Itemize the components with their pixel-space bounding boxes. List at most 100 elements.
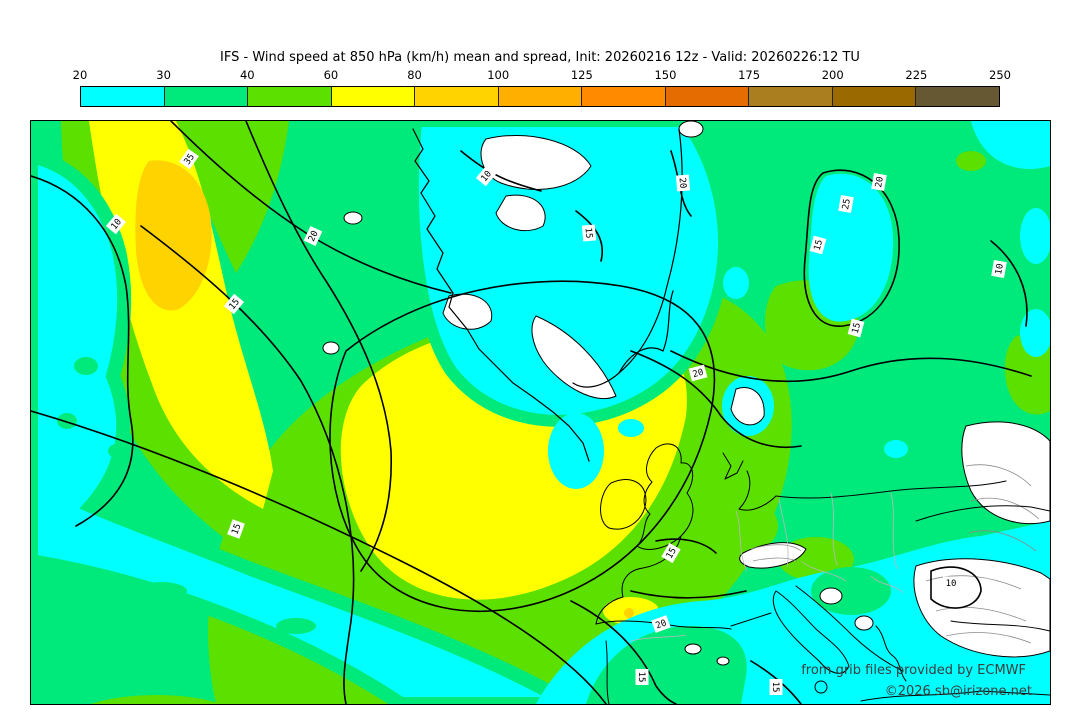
attribution-ecmwf: from grib files provided by ECMWF	[801, 663, 1026, 678]
svg-text:15: 15	[770, 682, 780, 693]
colorbar-tick-label: 250	[989, 68, 1011, 82]
colorbar-tick-labels: 20 30 40 60 80 100 125 150 175 200 225 250	[73, 68, 1011, 84]
country-borders	[630, 492, 904, 642]
fill-emerald-patch	[276, 618, 316, 634]
colorbar-tick-label: 150	[654, 68, 677, 82]
svg-text:25: 25	[841, 198, 853, 210]
contour-label-20: 20	[651, 615, 671, 633]
contour-label-15: 15	[769, 679, 783, 695]
colorbar-tick-label: 175	[738, 68, 761, 82]
contour-label-20: 20	[871, 172, 887, 192]
contour-label-15: 15	[809, 235, 827, 255]
page-title: IFS - Wind speed at 850 hPa (km/h) mean …	[220, 50, 860, 65]
colorbar-segment-60-80	[331, 87, 416, 106]
fill-white-alps	[739, 542, 807, 569]
fill-emerald-patch	[57, 413, 77, 429]
fill-cyan-patch	[884, 440, 908, 458]
fill-white-snorway	[730, 387, 765, 426]
contour-label-10: 10	[475, 165, 497, 187]
colorbar-tick-label: 100	[487, 68, 510, 82]
fill-cyan-finland	[808, 173, 894, 322]
contour-label-20: 20	[303, 226, 323, 246]
fill-white-patch	[322, 341, 340, 355]
fill-lime-top-wedge	[174, 121, 289, 273]
colorbar-segment-200-225	[832, 87, 917, 106]
colorbar-tick-label: 80	[407, 68, 422, 82]
weather-map: 10 15 35 20 15 10 15 20 20 25 15 10 15 20 20 15 15 10 15 f…	[30, 120, 1051, 705]
fill-lime-bottom-sliver	[91, 694, 221, 704]
colorbar-segment-30-40	[164, 87, 249, 106]
colorbar-tick-label: 30	[156, 68, 171, 82]
svg-text:10: 10	[994, 263, 1006, 275]
colorbar-tick-label: 20	[72, 68, 88, 82]
fill-emerald-patch	[74, 357, 98, 375]
fill-lime-patch	[956, 151, 986, 171]
fill-emerald-iberia	[586, 626, 747, 704]
svg-text:20: 20	[677, 177, 688, 189]
colorbar-segment-40-60	[248, 87, 332, 106]
contour-label-15: 15	[227, 519, 245, 539]
svg-text:15: 15	[583, 227, 594, 239]
svg-text:15: 15	[665, 546, 679, 560]
contour-label-15: 15	[661, 542, 681, 564]
contour-label-25: 25	[838, 194, 854, 214]
fill-yellow-nw-band	[89, 121, 273, 509]
fill-white-scand-mtn	[442, 293, 493, 330]
fill-white-scand-mtn	[531, 315, 617, 400]
contour-label-10: 10	[991, 259, 1007, 279]
colorbar-segment-100-125	[498, 87, 583, 106]
svg-text:15: 15	[851, 322, 863, 335]
fill-golden-patch	[624, 608, 634, 618]
svg-text:20: 20	[692, 368, 705, 380]
contour-label-10: 10	[105, 213, 127, 235]
contour-label-15: 15	[581, 224, 597, 242]
svg-text:10: 10	[946, 579, 957, 589]
svg-text:15: 15	[636, 672, 646, 683]
fill-white-patch	[819, 587, 843, 605]
contour-label-10: 10	[943, 576, 959, 590]
svg-text:20: 20	[874, 176, 886, 188]
colorbar-tick-label: 125	[570, 68, 593, 82]
contour-label-35: 35	[179, 148, 199, 170]
terrain-contours	[750, 464, 1040, 644]
fill-cyan-patch	[618, 419, 644, 437]
fill-golden-core	[135, 160, 212, 311]
colorbar-bar	[80, 86, 1000, 107]
colorbar-tick-label: 200	[821, 68, 844, 82]
svg-text:15: 15	[813, 239, 825, 252]
colorbar-segment-225-250	[916, 87, 1000, 106]
fill-cyan-baltic	[548, 413, 604, 489]
colorbar: 20 30 40 60 80 100 125 150 175 200 225 250	[73, 68, 1011, 108]
attribution-copyright: ©2026 sb@irizone.net	[884, 684, 1032, 699]
colorbar-segment-125-150	[582, 87, 666, 106]
svg-text:15: 15	[230, 523, 243, 537]
fill-cyan-patch	[723, 267, 749, 299]
contour-label-15: 15	[847, 318, 865, 338]
fill-white-patch	[716, 656, 730, 666]
contour-label-group: 10 15 35 20 15 10 15 20 20 25 15 10 15 20 20 15 15 10 15	[105, 148, 1007, 695]
contour-label-20: 20	[675, 174, 691, 192]
colorbar-segment-175-200	[749, 87, 833, 106]
fill-lime-patch	[694, 496, 778, 556]
contour-label-15: 15	[635, 669, 649, 685]
svg-text:20: 20	[307, 229, 321, 243]
fill-white-patch	[854, 615, 874, 631]
fill-white-patch	[684, 643, 702, 655]
fill-white-patch	[343, 211, 363, 225]
contour-label-15: 15	[223, 293, 245, 315]
wind-speed-contour-map: 10 15 35 20 15 10 15 20 20 25 15 10 15 20 20 15 15 10 15	[31, 121, 1050, 704]
contour-label-20: 20	[688, 364, 708, 382]
fill-cyan-ne-corner	[971, 121, 1050, 169]
fill-cyan-scandinavia	[406, 121, 730, 427]
colorbar-segment-150-175	[665, 87, 750, 106]
fill-cyan-patch	[1020, 208, 1050, 264]
fill-white-scand-mtn	[495, 194, 546, 231]
svg-text:20: 20	[655, 618, 669, 631]
colorbar-tick-label: 225	[905, 68, 928, 82]
colorbar-segment-20-30	[81, 87, 165, 106]
colorbar-tick-label: 60	[323, 68, 339, 82]
colorbar-tick-label: 40	[239, 68, 255, 82]
colorbar-segment-80-100	[415, 87, 499, 106]
fill-emerald-patch	[108, 444, 126, 458]
